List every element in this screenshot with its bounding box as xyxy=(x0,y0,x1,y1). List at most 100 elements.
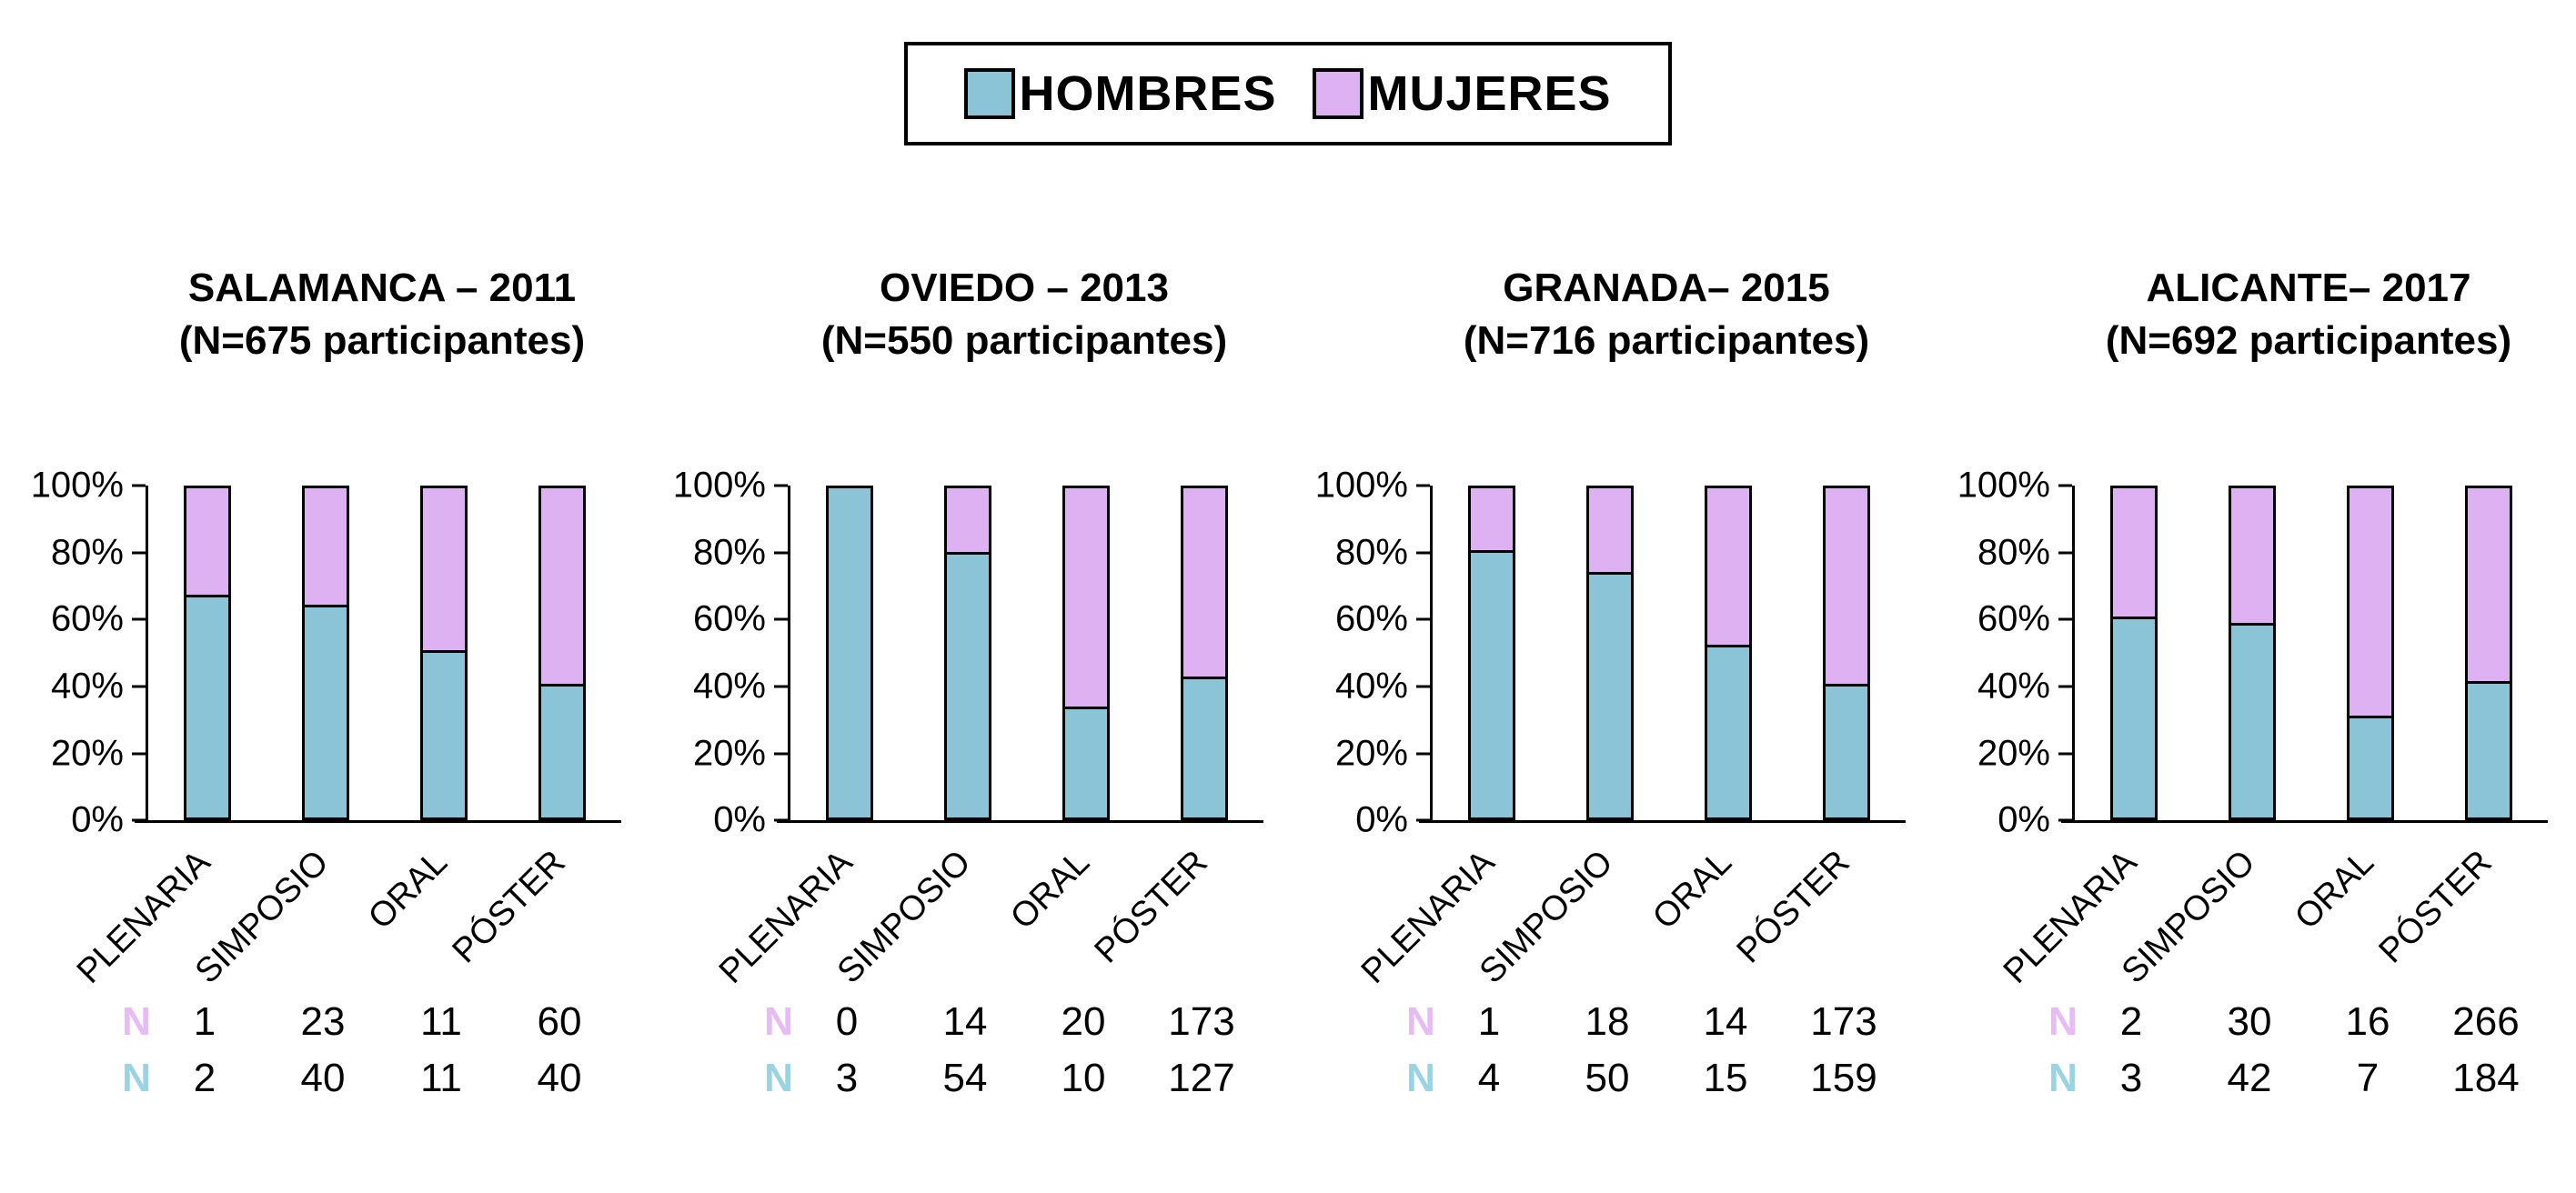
segment-hombres xyxy=(302,607,349,821)
y-tick-mark xyxy=(774,617,788,621)
n-row-hombres: N 3 54 10 127 xyxy=(764,1050,1261,1107)
bar-slot-oral xyxy=(1027,486,1145,821)
segment-mujeres xyxy=(2347,486,2394,719)
y-tick-label: 100% xyxy=(672,465,766,506)
bar-slot-simposio xyxy=(267,486,385,821)
legend-item-hombres: HOMBRES xyxy=(964,65,1276,122)
plot-area xyxy=(2061,486,2548,824)
y-tick-label: 40% xyxy=(50,666,124,707)
segment-hombres xyxy=(1468,552,1515,821)
stacked-bar-poster xyxy=(538,486,586,821)
y-tick-mark xyxy=(132,752,146,756)
n-row-mujeres: N 2 30 16 266 xyxy=(2048,994,2545,1050)
x-axis-labels: PLENARIA SIMPOSIO ORAL PÓSTER xyxy=(712,823,1261,991)
y-tick-label: 0% xyxy=(713,799,766,840)
n-value: 40 xyxy=(537,1056,582,1101)
n-value: 14 xyxy=(942,999,988,1045)
y-tick: 60% xyxy=(51,599,146,640)
segment-mujeres xyxy=(302,486,349,608)
y-tick-label: 60% xyxy=(1334,598,1408,639)
stacked-bar-oral xyxy=(1062,486,1110,821)
y-tick-label: 100% xyxy=(1957,465,2050,506)
y-tick-mark xyxy=(774,752,788,756)
y-tick-label: 0% xyxy=(1355,799,1408,840)
bar-slot-oral xyxy=(2311,486,2430,821)
segment-hombres xyxy=(826,486,873,821)
x-label-slot: PÓSTER xyxy=(1087,823,1261,977)
n-value: 159 xyxy=(1810,1056,1877,1101)
segment-hombres xyxy=(1062,708,1110,821)
n-value: 20 xyxy=(1061,999,1106,1045)
chart-title-block: GRANADA– 2015 (N=716 participantes) xyxy=(1430,262,1903,367)
segment-mujeres xyxy=(420,486,468,654)
y-tick: 0% xyxy=(1997,800,2072,841)
y-tick: 80% xyxy=(693,532,788,573)
n-row-hombres: N 4 50 15 159 xyxy=(1406,1050,1903,1107)
n-value: 173 xyxy=(1168,999,1235,1045)
y-tick-label: 40% xyxy=(1977,666,2050,707)
y-tick: 80% xyxy=(1977,532,2072,573)
y-tick: 40% xyxy=(51,666,146,707)
chart-subtitle: (N=675 participantes) xyxy=(178,318,586,364)
x-label-slot: SIMPOSIO xyxy=(1473,823,1666,991)
chart-subtitle: (N=550 participantes) xyxy=(820,318,1228,364)
mujeres-swatch xyxy=(1313,68,1364,119)
n-value: 10 xyxy=(1061,1056,1106,1101)
stacked-bar-oral xyxy=(2347,486,2394,821)
chart-oviedo-2013: OVIEDO – 2013 (N=550 participantes) 100% 80… xyxy=(673,262,1263,1107)
y-tick: 60% xyxy=(1977,599,2072,640)
stacked-bar-plenaria xyxy=(2110,486,2158,821)
x-label-slot: SIMPOSIO xyxy=(188,823,382,991)
stacked-bar-simposio xyxy=(302,486,349,821)
stacked-bar-plenaria xyxy=(184,486,231,821)
y-tick-label: 80% xyxy=(1334,532,1408,573)
y-tick-mark xyxy=(132,617,146,621)
y-tick-label: 40% xyxy=(692,666,766,707)
n-value: 30 xyxy=(2227,999,2272,1045)
y-tick-label: 80% xyxy=(50,532,124,573)
chart-salamanca-2011: SALAMANCA – 2011 (N=675 participantes) 100… xyxy=(31,262,621,1107)
bar-slot-plenaria xyxy=(1433,486,1551,821)
chart-subtitle: (N=692 participantes) xyxy=(2105,318,2512,364)
y-tick-mark xyxy=(2058,551,2072,555)
n-value: 184 xyxy=(2452,1056,2520,1101)
plot: 100% 80% 60% 40% 20% 0% xyxy=(1957,466,2548,840)
bar-slot-poster xyxy=(503,486,621,821)
n-value: 54 xyxy=(942,1056,988,1101)
y-tick: 40% xyxy=(1335,666,1430,707)
segment-mujeres xyxy=(538,486,586,687)
chart-title-block: OVIEDO – 2013 (N=550 participantes) xyxy=(788,262,1261,367)
x-label-slot: PÓSTER xyxy=(2371,823,2545,977)
y-tick: 80% xyxy=(1335,532,1430,573)
x-label-slot: PÓSTER xyxy=(445,823,619,977)
y-tick: 80% xyxy=(51,532,146,573)
bar-slot-simposio xyxy=(1551,486,1669,821)
chart-title-block: SALAMANCA – 2011 (N=675 participantes) xyxy=(146,262,619,367)
stacked-bar-poster xyxy=(1181,486,1228,821)
segment-hombres xyxy=(1705,647,1752,821)
legend-wrap: HOMBRES MUJERES xyxy=(0,42,2576,145)
stacked-bar-poster xyxy=(2465,486,2512,821)
y-tick-label: 80% xyxy=(692,532,766,573)
y-tick-mark xyxy=(2058,752,2072,756)
n-value: 1 xyxy=(1477,999,1501,1045)
n-row-label-hombres: N xyxy=(1406,1056,1435,1101)
y-tick-label: 0% xyxy=(71,799,124,840)
y-tick-mark xyxy=(2058,484,2072,487)
n-value: 15 xyxy=(1703,1056,1748,1101)
y-tick: 0% xyxy=(713,800,788,841)
stacked-bar-poster xyxy=(1823,486,1870,821)
legend-item-mujeres: MUJERES xyxy=(1313,65,1611,122)
segment-mujeres xyxy=(1823,486,1870,687)
segment-mujeres xyxy=(944,486,991,555)
n-table: N 1 23 11 60 N 2 40 11 40 xyxy=(31,994,619,1107)
bar-slot-plenaria xyxy=(2075,486,2193,821)
n-row-mujeres: N 1 18 14 173 xyxy=(1406,994,1903,1050)
bar-slot-poster xyxy=(1787,486,1906,821)
y-tick-mark xyxy=(774,551,788,555)
plot-area xyxy=(777,486,1263,824)
legend: HOMBRES MUJERES xyxy=(904,42,1672,145)
y-tick-label: 60% xyxy=(692,598,766,639)
n-value: 16 xyxy=(2345,999,2390,1045)
y-tick: 100% xyxy=(673,466,788,506)
